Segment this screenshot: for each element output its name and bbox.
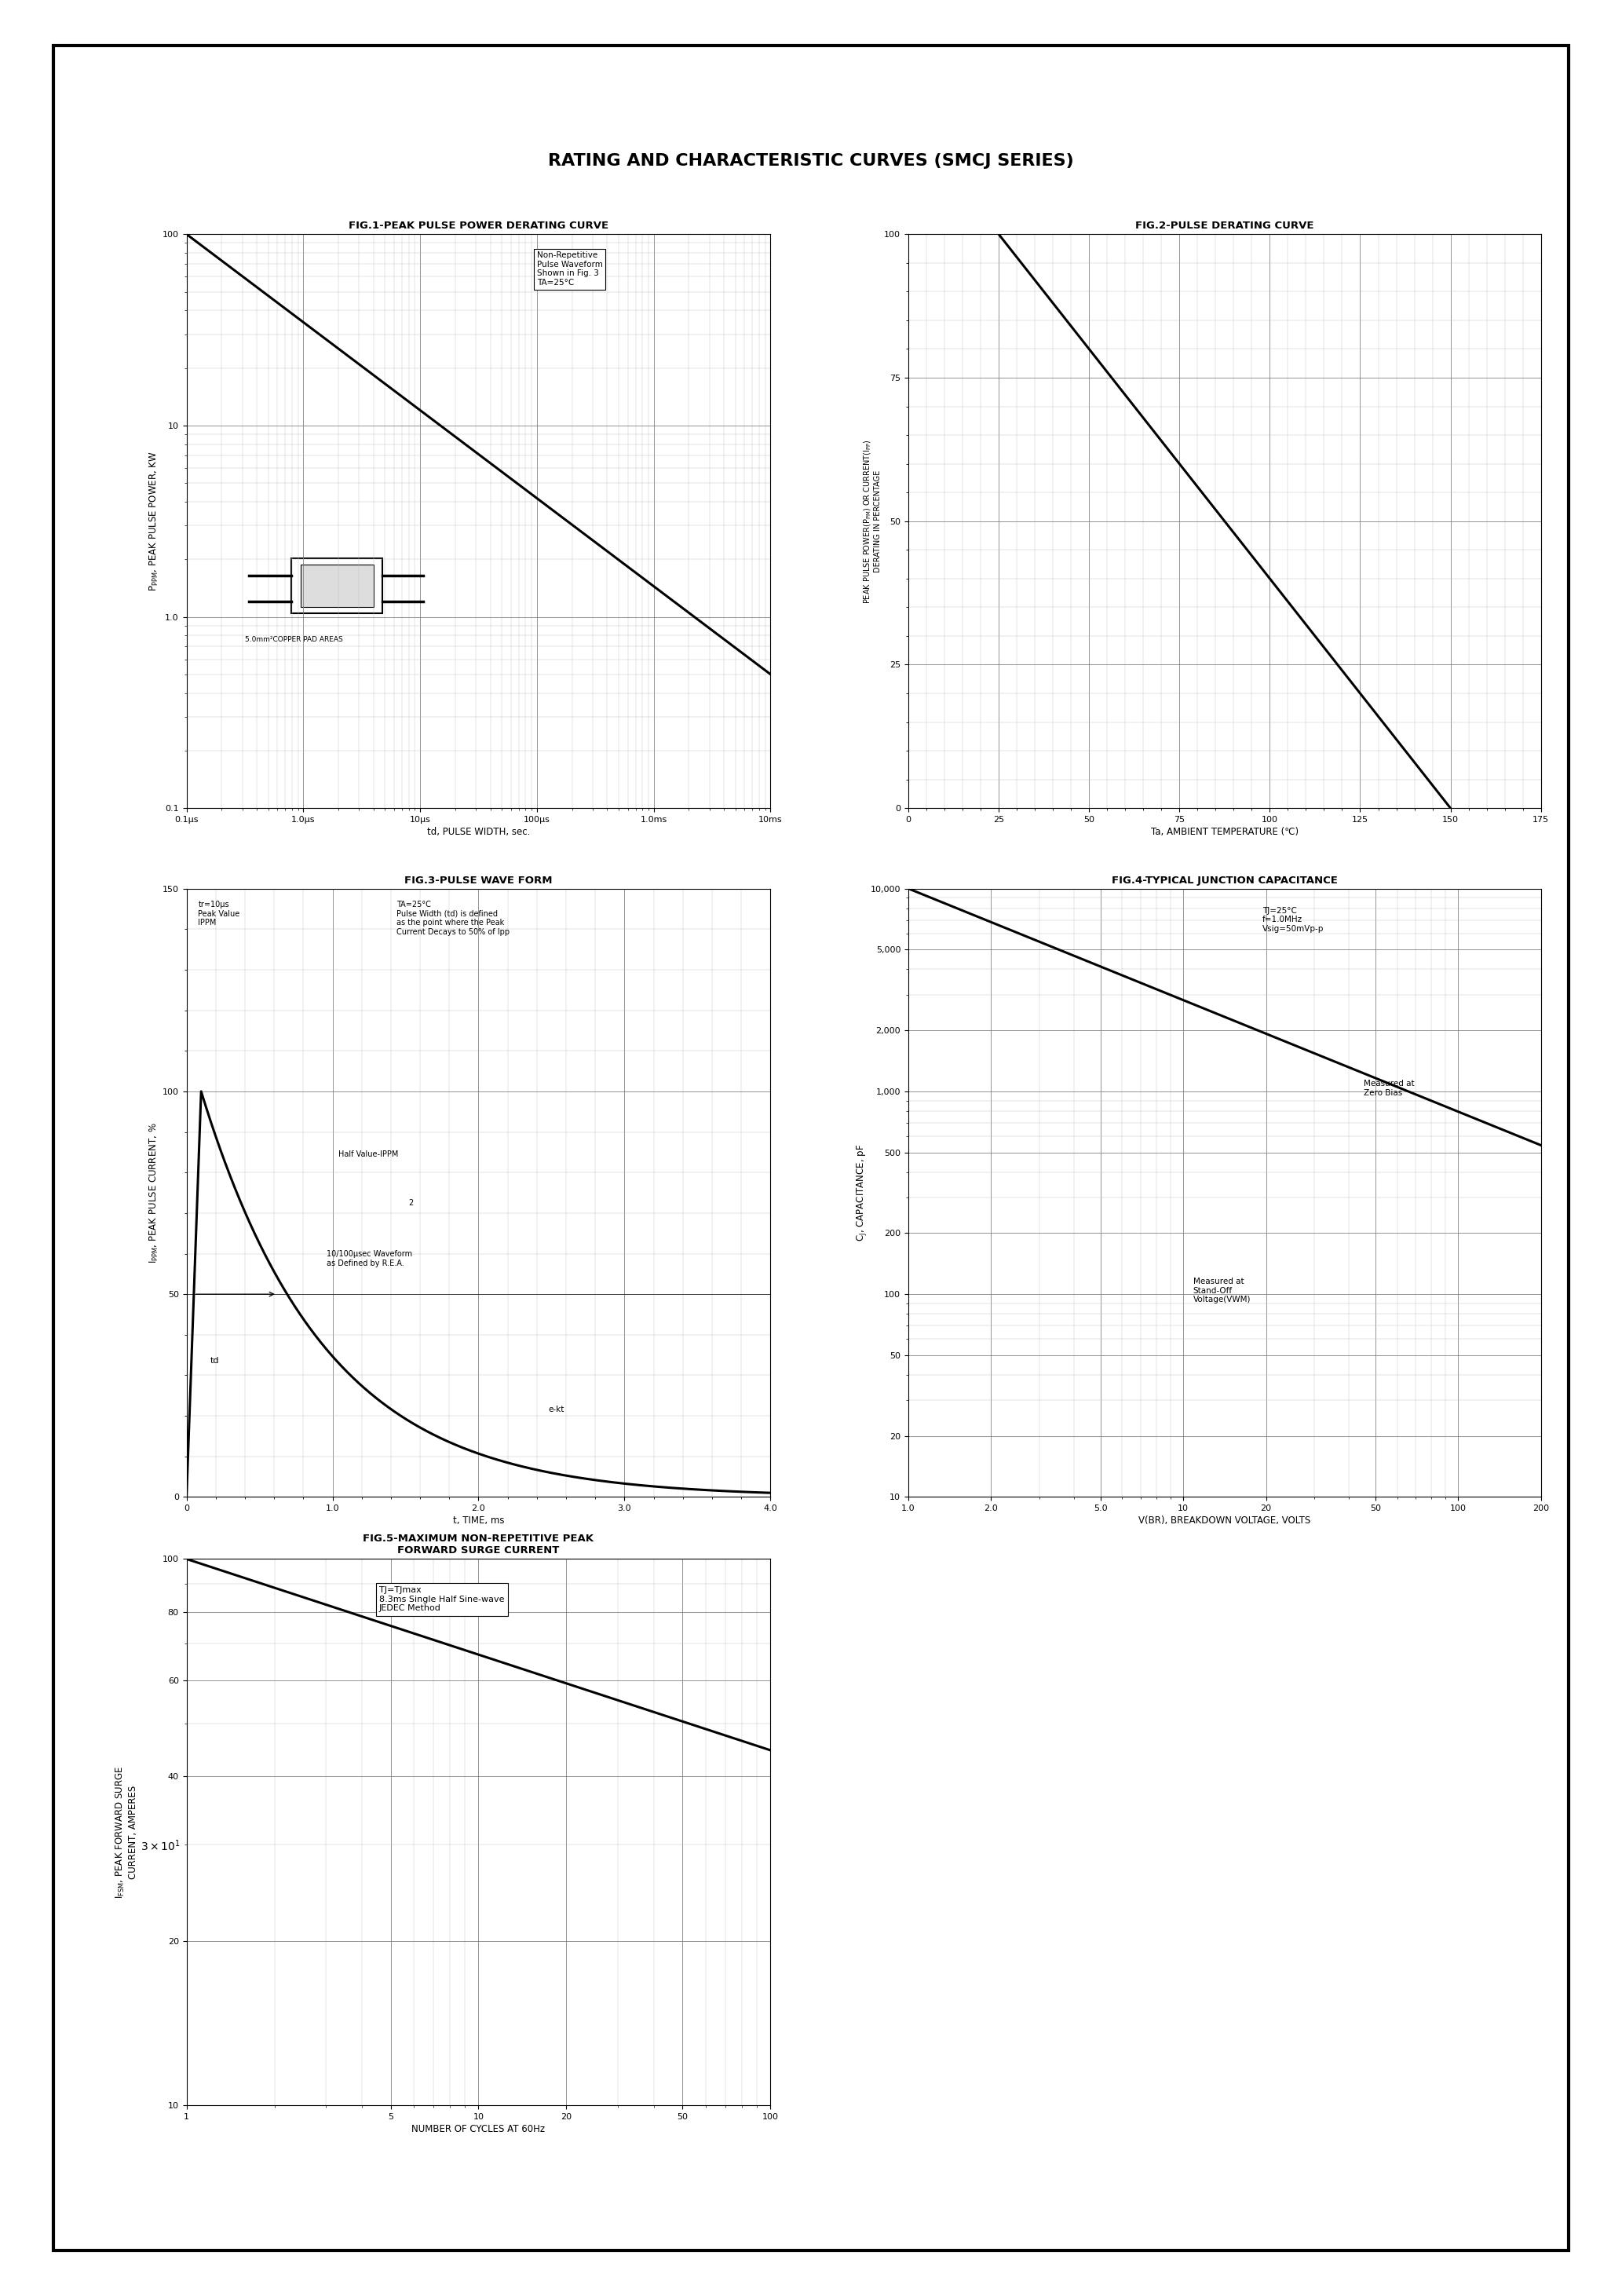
FancyBboxPatch shape — [292, 558, 383, 613]
Text: TJ=TJmax
8.3ms Single Half Sine-wave
JEDEC Method: TJ=TJmax 8.3ms Single Half Sine-wave JED… — [380, 1587, 504, 1612]
Title: FIG.1-PEAK PULSE POWER DERATING CURVE: FIG.1-PEAK PULSE POWER DERATING CURVE — [349, 220, 608, 232]
Text: Measured at
Stand-Off
Voltage(VWM): Measured at Stand-Off Voltage(VWM) — [1194, 1279, 1251, 1304]
Text: Non-Repetitive
Pulse Waveform
Shown in Fig. 3
TA=25°C: Non-Repetitive Pulse Waveform Shown in F… — [537, 250, 603, 287]
Y-axis label: PEAK PULSE POWER(P$_{\mathsf{PM}}$) OR CURRENT(I$_{\mathsf{PP}}$)
DERATING IN PE: PEAK PULSE POWER(P$_{\mathsf{PM}}$) OR C… — [863, 439, 882, 604]
FancyBboxPatch shape — [300, 565, 373, 608]
Text: e-kt: e-kt — [548, 1405, 564, 1414]
Title: FIG.5-MAXIMUM NON-REPETITIVE PEAK
FORWARD SURGE CURRENT: FIG.5-MAXIMUM NON-REPETITIVE PEAK FORWAR… — [363, 1534, 594, 1557]
Text: RATING AND CHARACTERISTIC CURVES (SMCJ SERIES): RATING AND CHARACTERISTIC CURVES (SMCJ S… — [548, 154, 1074, 168]
X-axis label: V(BR), BREAKDOWN VOLTAGE, VOLTS: V(BR), BREAKDOWN VOLTAGE, VOLTS — [1139, 1515, 1311, 1527]
X-axis label: td, PULSE WIDTH, sec.: td, PULSE WIDTH, sec. — [427, 827, 530, 838]
Y-axis label: I$_{\mathsf{PPM}}$, PEAK PULSE CURRENT, %: I$_{\mathsf{PPM}}$, PEAK PULSE CURRENT, … — [148, 1123, 161, 1263]
Text: TA=25°C
Pulse Width (td) is defined
as the point where the Peak
Current Decays t: TA=25°C Pulse Width (td) is defined as t… — [397, 900, 509, 937]
Text: TJ=25°C
f=1.0MHz
Vsig=50mVp-p: TJ=25°C f=1.0MHz Vsig=50mVp-p — [1262, 907, 1324, 932]
X-axis label: Ta, AMBIENT TEMPERATURE (℃): Ta, AMBIENT TEMPERATURE (℃) — [1150, 827, 1299, 838]
Y-axis label: C$_{\mathsf{J}}$, CAPACITANCE, pF: C$_{\mathsf{J}}$, CAPACITANCE, pF — [855, 1143, 868, 1242]
Title: FIG.2-PULSE DERATING CURVE: FIG.2-PULSE DERATING CURVE — [1135, 220, 1314, 232]
Text: tr=10μs
Peak Value
IPPM: tr=10μs Peak Value IPPM — [198, 900, 240, 928]
Title: FIG.4-TYPICAL JUNCTION CAPACITANCE: FIG.4-TYPICAL JUNCTION CAPACITANCE — [1111, 875, 1338, 886]
Text: 2: 2 — [409, 1199, 414, 1205]
Y-axis label: I$_{\mathsf{FSM}}$, PEAK FORWARD SURGE
CURRENT, AMPERES: I$_{\mathsf{FSM}}$, PEAK FORWARD SURGE C… — [115, 1766, 138, 1899]
Text: 5.0mm²COPPER PAD AREAS: 5.0mm²COPPER PAD AREAS — [245, 636, 342, 643]
X-axis label: t, TIME, ms: t, TIME, ms — [453, 1515, 504, 1527]
Text: Half Value-IPPM: Half Value-IPPM — [339, 1150, 399, 1157]
X-axis label: NUMBER OF CYCLES AT 60Hz: NUMBER OF CYCLES AT 60Hz — [412, 2124, 545, 2135]
Text: 10/100μsec Waveform
as Defined by R.E.A.: 10/100μsec Waveform as Defined by R.E.A. — [326, 1251, 412, 1267]
Text: Measured at
Zero Bias: Measured at Zero Bias — [1364, 1079, 1414, 1097]
Y-axis label: P$_{\mathsf{PPM}}$, PEAK PULSE POWER, KW: P$_{\mathsf{PPM}}$, PEAK PULSE POWER, KW — [148, 450, 161, 592]
Text: td: td — [209, 1357, 219, 1364]
Title: FIG.3-PULSE WAVE FORM: FIG.3-PULSE WAVE FORM — [404, 875, 553, 886]
